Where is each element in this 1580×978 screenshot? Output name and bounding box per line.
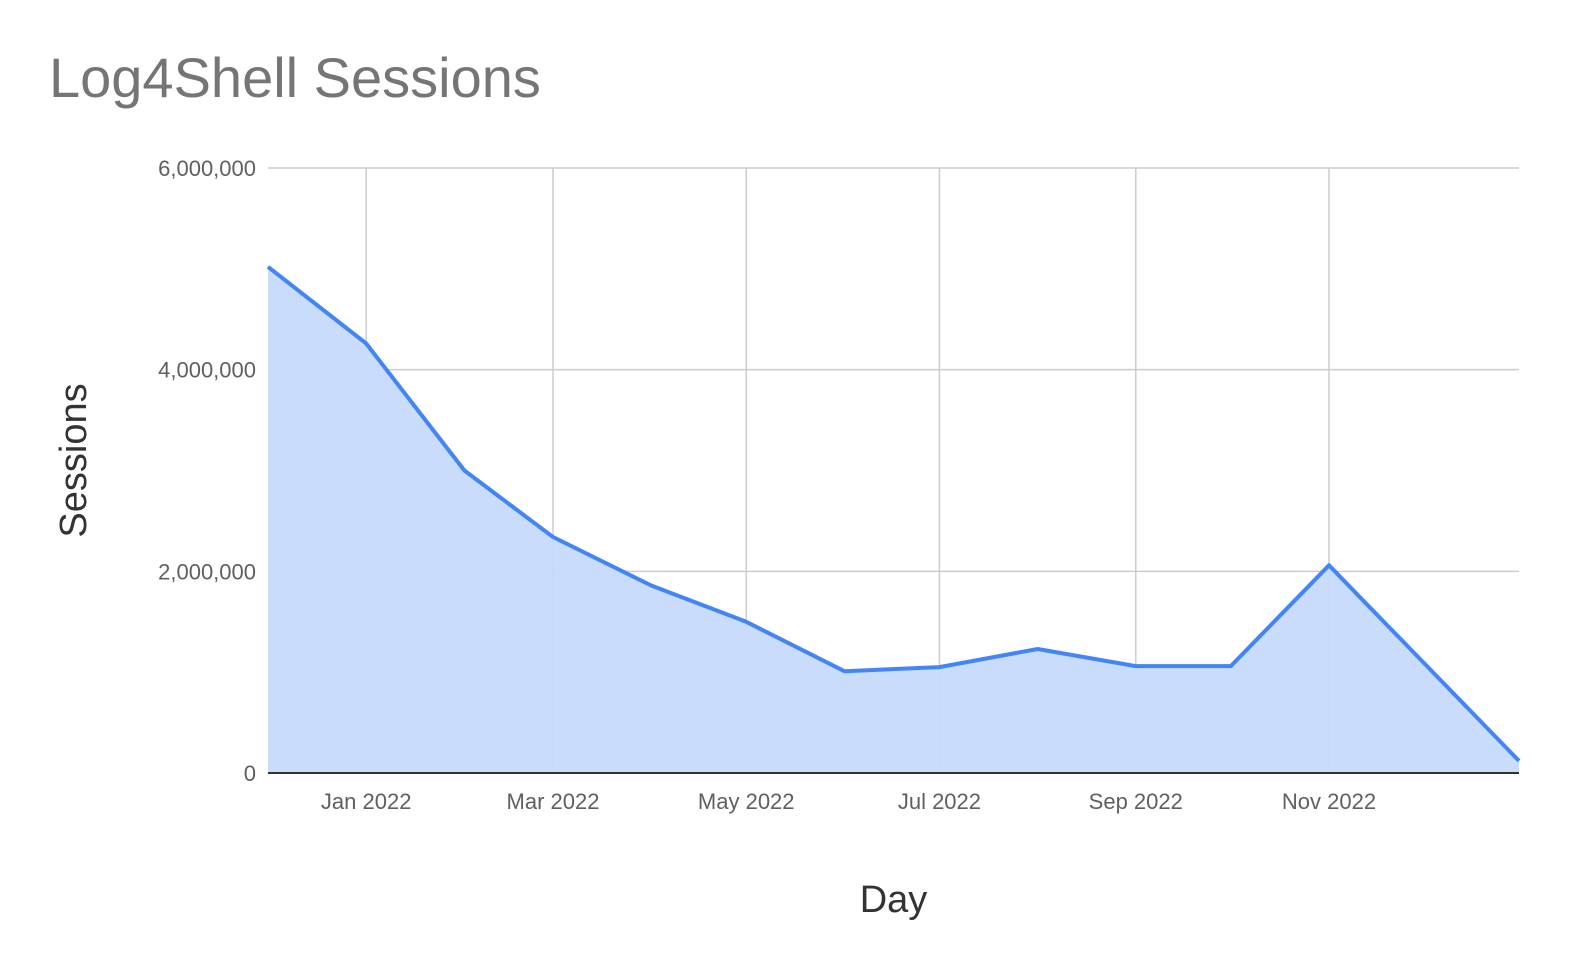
x-axis-title: Day: [860, 879, 928, 921]
data-point: [841, 668, 847, 674]
data-point: [461, 468, 467, 474]
data-point: [550, 534, 556, 540]
data-point: [1228, 663, 1234, 669]
area-fill: [268, 266, 1519, 773]
x-tick-label: Jan 2022: [321, 789, 412, 814]
data-point: [265, 264, 271, 270]
x-tick-label: Mar 2022: [507, 789, 600, 814]
data-point: [1133, 663, 1139, 669]
y-tick-label: 6,000,000: [158, 156, 256, 181]
data-point: [1035, 646, 1041, 652]
data-point: [1326, 562, 1332, 568]
y-axis-ticks: 0 2,000,000 4,000,000 6,000,000: [158, 156, 256, 786]
series-line: [266, 265, 1521, 763]
x-tick-label: Sep 2022: [1089, 789, 1183, 814]
y-axis-title: Sessions: [53, 383, 95, 537]
y-tick-label: 2,000,000: [158, 559, 256, 584]
data-point: [743, 619, 749, 625]
x-axis-ticks: Jan 2022 Mar 2022 May 2022 Jul 2022 Sep 2022…: [321, 789, 1376, 814]
x-tick-label: May 2022: [698, 789, 795, 814]
data-point: [936, 664, 942, 670]
chart-title: Log4Shell Sessions: [49, 46, 541, 109]
y-tick-label: 0: [244, 761, 256, 786]
y-tick-label: 4,000,000: [158, 358, 256, 383]
x-tick-label: Nov 2022: [1282, 789, 1376, 814]
data-point: [363, 340, 369, 346]
data-point: [1516, 758, 1522, 764]
x-tick-label: Jul 2022: [898, 789, 981, 814]
data-point: [648, 582, 654, 588]
